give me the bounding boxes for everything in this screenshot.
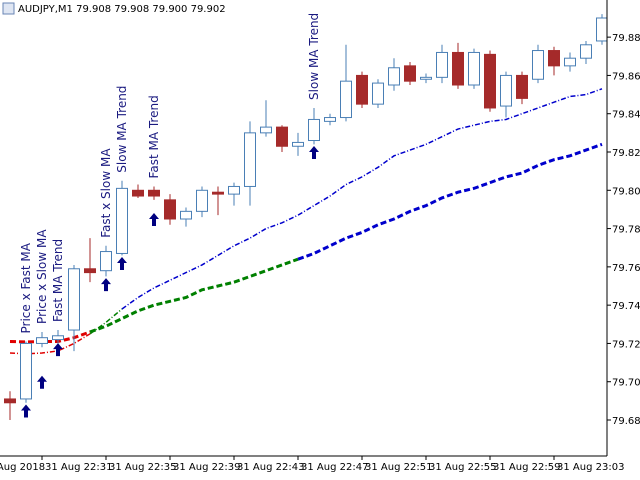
ma-line — [89, 308, 123, 335]
candle-body — [532, 50, 544, 80]
candle-body — [596, 17, 607, 42]
symbol-icon — [2, 2, 15, 15]
candle-body — [372, 82, 384, 105]
signal-arrow — [149, 213, 159, 227]
x-tick-label: 31 Aug 22:55 — [429, 462, 496, 473]
signal-arrow — [117, 257, 127, 271]
candle-body — [36, 337, 48, 344]
signal-arrow — [21, 404, 31, 418]
ma-line — [9, 330, 91, 344]
candle-body — [148, 189, 160, 197]
candle-body — [212, 191, 224, 195]
signal-label: Price x Fast MA — [19, 242, 33, 333]
x-tick-label: 31 Aug 22:35 — [109, 462, 176, 473]
candle-body — [68, 268, 80, 331]
y-tick-label: 79.840 — [612, 110, 640, 121]
candle-body — [404, 65, 416, 82]
candle-body — [308, 118, 320, 142]
candle-body — [292, 141, 304, 147]
y-tick-label: 79.820 — [612, 148, 640, 159]
signal-label: Fast x Slow MA — [99, 148, 113, 238]
x-tick-label: 31 Aug 22:47 — [301, 462, 368, 473]
candle-body — [564, 57, 576, 67]
candle-body — [580, 44, 592, 59]
plot: Price x Fast MA Price x Slow MA Fast MA Tr… — [4, 13, 607, 421]
signal-arrow — [53, 343, 63, 357]
y-tick-label: 79.680 — [612, 416, 640, 427]
candle-body — [196, 189, 208, 212]
candle-body — [356, 74, 368, 105]
candle-body — [436, 51, 448, 78]
candle-body — [324, 117, 336, 122]
x-tick-label: 31 Aug 22:43 — [237, 462, 304, 473]
candle-body — [388, 67, 400, 86]
y-tick-label: 79.740 — [612, 301, 640, 312]
ma-line — [121, 88, 603, 310]
candle-body — [484, 53, 496, 109]
candle-body — [180, 210, 192, 220]
candle-body — [228, 185, 240, 195]
signal-arrow — [101, 278, 111, 292]
signal-label: Slow MA Trend — [307, 13, 321, 100]
y-tick-label: 79.720 — [612, 339, 640, 350]
y-tick-label: 79.700 — [612, 378, 640, 389]
candle-body — [516, 74, 528, 99]
candle-body — [84, 268, 96, 274]
y-tick-label: 79.760 — [612, 263, 640, 274]
signal-label: Fast MA Trend — [51, 239, 65, 322]
signal-label: Slow MA Trend — [115, 86, 129, 173]
candle-body — [164, 199, 176, 220]
x-tick-label: 31 Aug 2018 — [0, 462, 45, 473]
x-tick-label: 31 Aug 22:59 — [493, 462, 560, 473]
candle-body — [500, 74, 512, 107]
ma-line — [297, 142, 603, 261]
signal-label: Price x Slow MA — [35, 229, 49, 324]
x-tick-label: 31 Aug 22:31 — [45, 462, 112, 473]
candle-body — [244, 132, 256, 187]
candle-body — [116, 187, 128, 254]
signal-arrow — [37, 375, 47, 389]
candle-body — [276, 126, 288, 147]
candle-body — [452, 51, 464, 86]
candle-body — [468, 51, 480, 86]
x-tick-label: 31 Aug 22:51 — [365, 462, 432, 473]
candle-body — [100, 251, 112, 272]
candle-body — [52, 335, 64, 341]
candle-body — [4, 398, 16, 404]
candle-body — [340, 80, 352, 119]
x-tick-label: 31 Aug 22:39 — [173, 462, 240, 473]
candle-body — [420, 76, 432, 80]
candle-body — [548, 50, 560, 67]
x-tick-label: 31 Aug 23:03 — [557, 462, 624, 473]
ma-line — [89, 257, 299, 334]
chart-title: AUDJPY,M1 79.908 79.908 79.900 79.902 — [18, 4, 226, 15]
candle-body — [132, 189, 144, 197]
y-tick-label: 79.880 — [612, 33, 640, 44]
signal-arrow — [309, 146, 319, 159]
candle-body — [260, 126, 272, 134]
signal-label: Fast MA Trend — [147, 95, 161, 178]
candle-body — [20, 342, 32, 400]
y-tick-label: 79.860 — [612, 71, 640, 82]
y-tick-label: 79.780 — [612, 225, 640, 236]
y-tick-label: 79.800 — [612, 186, 640, 197]
